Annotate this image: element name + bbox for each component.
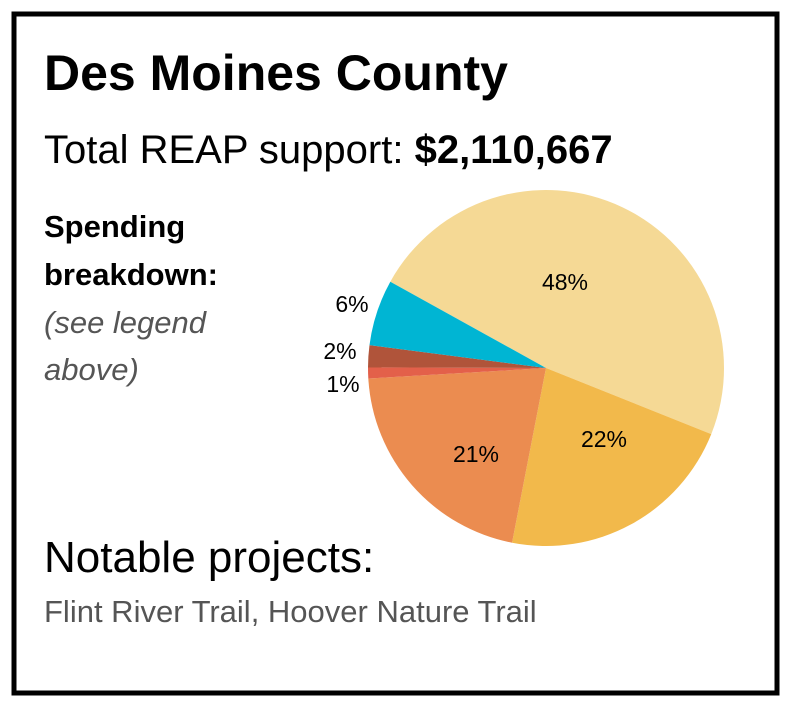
pie-slice: [512, 368, 712, 546]
projects-label: Notable projects:: [44, 533, 374, 582]
slice-label: 21%: [453, 441, 499, 467]
slice-label: 1%: [326, 371, 359, 397]
projects: Flint River Trail, Hoover Nature Trail: [44, 594, 537, 629]
pie-slice: [368, 345, 546, 368]
pie-slice: [390, 190, 724, 435]
total-label: Total REAP support:: [44, 128, 415, 172]
slice-label: 48%: [542, 269, 588, 295]
total-value: $2,110,667: [415, 128, 613, 172]
side-note: (see legend: [44, 305, 208, 340]
pie-slice: [369, 281, 546, 368]
slice-label: 2%: [323, 338, 356, 364]
chart-title: Des Moines County: [44, 45, 508, 101]
slice-label: 6%: [335, 291, 368, 317]
side-title: breakdown:: [44, 257, 218, 292]
side-note: above): [44, 352, 139, 387]
pie: 48% 22% 21% 1% 2% 6%: [323, 190, 724, 546]
pie-slice: [368, 367, 546, 379]
side-title: Spending: [44, 209, 185, 244]
slice-label: 22%: [581, 426, 627, 452]
pie-slice: [368, 368, 546, 543]
total-line: Total REAP support: $2,110,667: [44, 128, 613, 172]
